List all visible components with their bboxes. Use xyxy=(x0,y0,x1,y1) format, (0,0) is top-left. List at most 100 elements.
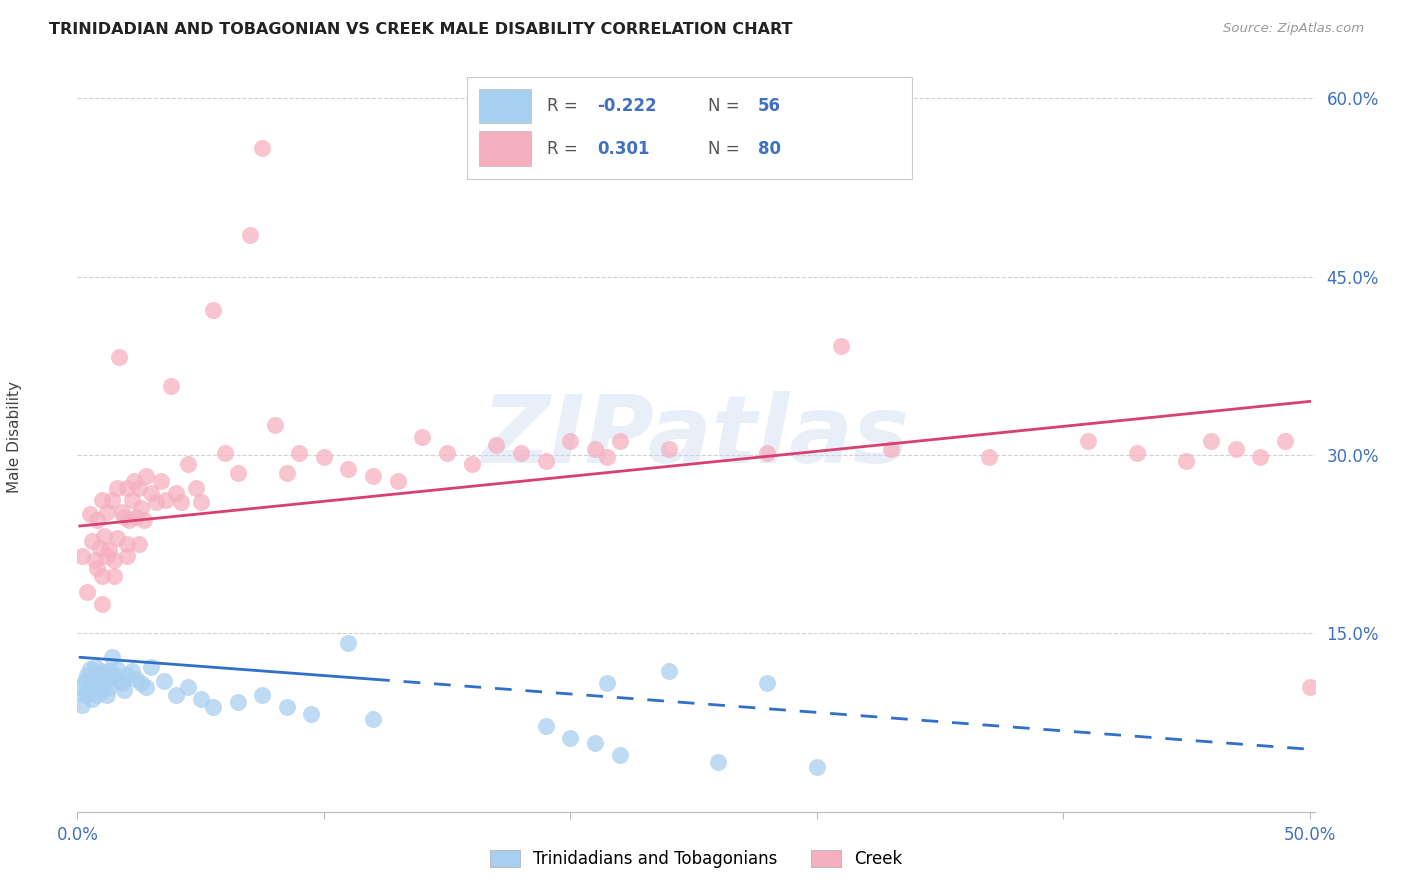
Text: R =: R = xyxy=(547,140,583,158)
Point xyxy=(460,458,482,472)
Point xyxy=(152,673,174,688)
Point xyxy=(214,445,236,459)
Point xyxy=(96,672,118,686)
Point xyxy=(276,700,298,714)
Point xyxy=(337,636,360,650)
Point xyxy=(312,450,335,465)
Point xyxy=(226,695,249,709)
Point xyxy=(609,434,631,448)
Point xyxy=(72,698,94,712)
Point xyxy=(79,680,101,694)
Point xyxy=(1249,450,1271,465)
Point xyxy=(1274,434,1296,448)
Point xyxy=(128,537,150,551)
Text: N =: N = xyxy=(709,140,745,158)
Point xyxy=(806,759,828,773)
Point xyxy=(121,665,143,679)
Point xyxy=(96,688,118,702)
Point xyxy=(201,700,224,714)
Point xyxy=(108,351,131,365)
Point xyxy=(111,676,134,690)
Point xyxy=(596,676,619,690)
Point xyxy=(91,683,114,698)
Point xyxy=(98,680,121,694)
Text: 0.301: 0.301 xyxy=(598,140,650,158)
Point xyxy=(72,549,94,563)
Point xyxy=(756,445,779,459)
Point xyxy=(118,513,141,527)
Point xyxy=(165,486,187,500)
Point xyxy=(82,672,104,686)
Point xyxy=(177,458,200,472)
Point xyxy=(89,680,111,694)
Text: 56: 56 xyxy=(758,97,780,115)
Point xyxy=(658,442,681,456)
Point xyxy=(131,501,153,516)
Point xyxy=(658,665,681,679)
Point xyxy=(86,561,108,575)
Point xyxy=(128,481,150,495)
Point xyxy=(105,481,128,495)
Point xyxy=(756,676,779,690)
Point xyxy=(1077,434,1099,448)
FancyBboxPatch shape xyxy=(479,131,531,166)
Text: Source: ZipAtlas.com: Source: ZipAtlas.com xyxy=(1223,22,1364,36)
Point xyxy=(96,505,118,519)
Point xyxy=(155,493,177,508)
Y-axis label: Male Disability: Male Disability xyxy=(7,381,21,493)
Point xyxy=(135,680,157,694)
Text: TRINIDADIAN AND TOBAGONIAN VS CREEK MALE DISABILITY CORRELATION CHART: TRINIDADIAN AND TOBAGONIAN VS CREEK MALE… xyxy=(49,22,793,37)
Point xyxy=(707,755,730,769)
Point xyxy=(361,469,384,483)
Point xyxy=(184,481,207,495)
Point xyxy=(121,493,143,508)
Point xyxy=(125,509,148,524)
Point xyxy=(105,531,128,545)
Point xyxy=(436,445,458,459)
Point xyxy=(105,662,128,676)
Point xyxy=(115,537,138,551)
Point xyxy=(86,688,108,702)
Point xyxy=(96,549,118,563)
Point xyxy=(1298,680,1320,694)
Point xyxy=(150,474,173,488)
Point xyxy=(76,668,98,682)
Point xyxy=(132,513,155,527)
Point xyxy=(103,569,125,583)
Point xyxy=(93,529,115,543)
Point xyxy=(170,495,193,509)
Point xyxy=(101,650,124,665)
Point xyxy=(583,736,606,750)
Point xyxy=(534,719,557,733)
Point xyxy=(583,442,606,456)
Point xyxy=(135,469,157,483)
Point xyxy=(76,584,98,599)
Point xyxy=(263,418,285,433)
Point xyxy=(145,495,167,509)
Point xyxy=(83,659,105,673)
Point xyxy=(276,466,298,480)
Point xyxy=(411,430,433,444)
Point xyxy=(73,688,96,702)
Point xyxy=(83,552,105,566)
Point xyxy=(91,569,114,583)
Point xyxy=(89,541,111,555)
Point xyxy=(596,450,619,465)
Point xyxy=(115,668,138,682)
Point xyxy=(89,672,111,686)
Point xyxy=(361,712,384,726)
Point xyxy=(101,493,124,508)
Point xyxy=(160,379,183,393)
Point xyxy=(190,691,212,706)
Point xyxy=(79,662,101,676)
Point xyxy=(250,688,273,702)
Point xyxy=(76,686,98,700)
Point xyxy=(1225,442,1247,456)
Point xyxy=(91,597,114,611)
Point xyxy=(560,434,582,448)
Text: -0.222: -0.222 xyxy=(598,97,657,115)
Point xyxy=(112,509,135,524)
Point xyxy=(82,691,104,706)
Text: N =: N = xyxy=(709,97,745,115)
Legend: Trinidadians and Tobagonians, Creek: Trinidadians and Tobagonians, Creek xyxy=(484,843,908,874)
